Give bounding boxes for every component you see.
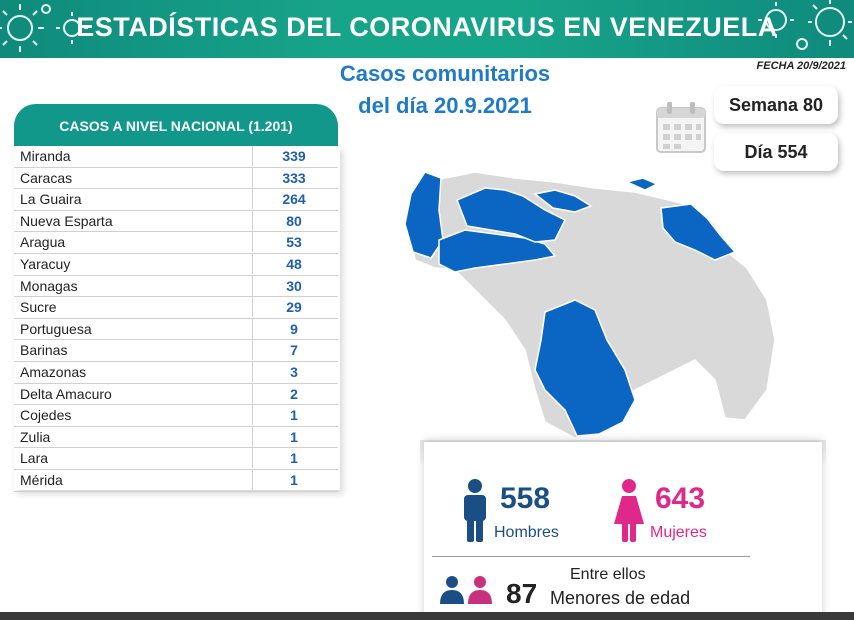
- case-count: 264: [282, 191, 306, 208]
- column-separator: [252, 253, 253, 274]
- among-label: Entre ellos: [570, 566, 646, 583]
- men-label: Hombres: [494, 524, 559, 541]
- state-name: Caracas: [20, 169, 73, 186]
- table-row: Nueva Esparta 80: [14, 210, 338, 233]
- page-title: ESTADÍSTICAS DEL CORONAVIRUS EN VENEZUEL…: [76, 12, 778, 42]
- table-row: Lara 1: [14, 448, 338, 470]
- case-count: 333: [282, 169, 306, 186]
- state-name: Barinas: [20, 342, 68, 359]
- column-separator: [252, 383, 253, 404]
- column-separator: [252, 146, 253, 166]
- subtitle: Casos comunitarios del día 20.9.2021: [300, 58, 590, 122]
- case-count: 2: [290, 385, 298, 402]
- column-separator: [252, 210, 253, 231]
- state-name: Monagas: [20, 277, 78, 294]
- day-badge: Día 554: [714, 133, 838, 171]
- men-count: 558: [500, 482, 551, 515]
- state-name: Cojedes: [20, 407, 72, 424]
- map-region-center-north: [456, 187, 567, 243]
- column-separator: [252, 426, 253, 447]
- case-count: 1: [290, 450, 298, 467]
- table-row: Portuguesa 9: [14, 318, 338, 341]
- children-icon: [440, 576, 492, 604]
- case-count: 7: [290, 342, 298, 359]
- case-count: 29: [286, 299, 302, 316]
- map-region-nueva-esparta: [624, 177, 659, 191]
- table-row: Mérida 1: [14, 469, 338, 492]
- table-row: Cojedes 1: [14, 405, 338, 427]
- column-separator: [252, 469, 253, 490]
- women-label: Mujeres: [650, 524, 707, 541]
- case-count: 80: [286, 212, 302, 229]
- table-row: Aragua 53: [14, 232, 338, 254]
- cases-table: Miranda 339 Caracas 333 La Guaira 264 Nueva Es…: [14, 146, 338, 492]
- header-banner: [0, 0, 854, 58]
- case-count: 1: [290, 407, 298, 424]
- column-separator: [252, 167, 253, 188]
- table-row: Sucre 29: [14, 297, 338, 319]
- calendar-icon: [656, 102, 706, 153]
- table-row: Delta Amacuro 2: [14, 383, 338, 406]
- venezuela-map: [404, 171, 776, 439]
- week-badge: Semana 80: [714, 86, 838, 124]
- case-count: 1: [290, 471, 298, 488]
- state-name: Aragua: [20, 234, 66, 251]
- table-row: Miranda 339: [14, 146, 338, 168]
- minors-label: Menores de edad: [550, 588, 691, 608]
- map-region-amazonas: [534, 299, 636, 437]
- table-row: Amazonas 3: [14, 361, 338, 384]
- column-separator: [252, 318, 253, 339]
- case-count: 1: [290, 428, 298, 445]
- column-separator: [252, 189, 253, 210]
- map-region-andes: [438, 229, 557, 273]
- case-count: 53: [286, 234, 302, 251]
- women-count: 643: [655, 482, 706, 515]
- state-name: Sucre: [20, 299, 57, 316]
- column-separator: [252, 405, 253, 426]
- column-separator: [252, 361, 253, 382]
- subtitle-line1: Casos comunitarios: [339, 61, 551, 86]
- table-row: Monagas 30: [14, 275, 338, 298]
- case-count: 9: [290, 320, 298, 337]
- column-separator: [252, 340, 253, 361]
- subtitle-line2: del día 20.9.2021: [358, 93, 532, 118]
- state-name: Lara: [20, 450, 49, 467]
- case-count: 48: [286, 255, 302, 272]
- map-region-la-guaira: [533, 189, 593, 213]
- state-name: Zulia: [20, 428, 51, 445]
- column-separator: [252, 297, 253, 318]
- table-header: CASOS A NIVEL NACIONAL (1.201): [14, 104, 338, 146]
- case-count: 3: [290, 363, 298, 380]
- man-icon: [464, 479, 486, 542]
- state-name: Yaracuy: [20, 255, 71, 272]
- map-region-east: [660, 203, 737, 261]
- table-row: La Guaira 264: [14, 189, 338, 211]
- case-count: 30: [286, 277, 302, 294]
- minors-count: 87: [506, 578, 538, 609]
- state-name: La Guaira: [20, 191, 82, 208]
- table-row: Barinas 7: [14, 340, 338, 362]
- table-row: Yaracuy 48: [14, 253, 338, 276]
- woman-icon: [614, 479, 644, 542]
- state-name: Mérida: [20, 471, 63, 488]
- bottom-bar: [0, 612, 854, 620]
- state-name: Amazonas: [20, 363, 87, 380]
- table-row: Caracas 333: [14, 167, 338, 190]
- virus-icon: [758, 0, 852, 50]
- column-separator: [252, 232, 253, 253]
- date-label: FECHA 20/9/2021: [756, 60, 846, 72]
- state-name: Delta Amacuro: [20, 385, 112, 402]
- map-region-zulia: [404, 171, 444, 259]
- table-row: Zulia 1: [14, 426, 338, 449]
- virus-icon: [0, 4, 88, 52]
- case-count: 339: [282, 148, 306, 164]
- state-name: Portuguesa: [20, 320, 92, 337]
- state-name: Nueva Esparta: [20, 212, 113, 229]
- state-name: Miranda: [20, 148, 71, 164]
- column-separator: [252, 448, 253, 469]
- column-separator: [252, 275, 253, 296]
- stats-divider: [432, 556, 750, 557]
